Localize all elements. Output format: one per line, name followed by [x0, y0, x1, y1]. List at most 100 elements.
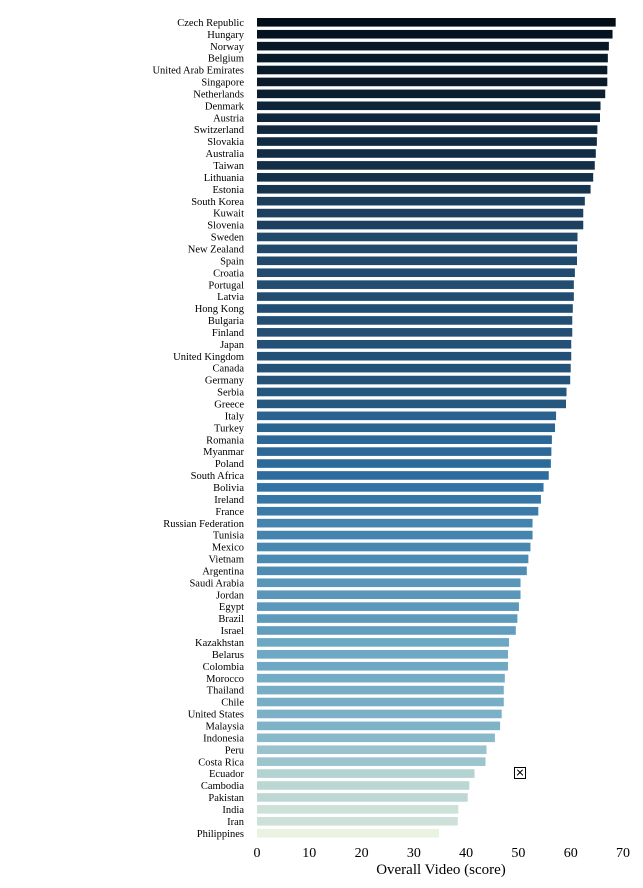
- bar-croatia: [257, 268, 575, 278]
- bar-switzerland: [257, 125, 598, 134]
- category-label: United Arab Emirates: [152, 66, 244, 77]
- bar-chile: [257, 697, 504, 707]
- bar-netherlands: [257, 89, 606, 99]
- x-tick-label: 50: [511, 846, 525, 861]
- category-label: Mexico: [212, 543, 244, 554]
- bars-group: [257, 18, 616, 838]
- bar-pakistan: [257, 793, 468, 802]
- x-tick-label: 30: [407, 846, 421, 861]
- bar-jordan: [257, 590, 521, 599]
- category-label: Colombia: [203, 662, 245, 673]
- category-label: Norway: [210, 42, 245, 53]
- category-label: Serbia: [217, 388, 244, 399]
- bar-australia: [257, 149, 596, 158]
- category-label: South Africa: [191, 471, 245, 482]
- category-label: Belgium: [208, 54, 244, 65]
- bar-kuwait: [257, 208, 584, 218]
- bar-egypt: [257, 602, 519, 611]
- category-label: Argentina: [202, 566, 244, 577]
- x-tick-label: 60: [564, 846, 578, 861]
- bar-united-arab-emirates: [257, 65, 608, 75]
- category-label: Tunisia: [213, 531, 244, 542]
- category-label: Bolivia: [213, 483, 244, 494]
- bar-italy: [257, 411, 557, 421]
- category-label: Portugal: [208, 280, 244, 291]
- category-label: Germany: [205, 376, 245, 387]
- bar-kazakhstan: [257, 638, 510, 647]
- bar-latvia: [257, 292, 574, 301]
- category-label: Philippines: [197, 829, 244, 840]
- category-label: Denmark: [205, 101, 245, 112]
- bar-vietnam: [257, 554, 529, 564]
- category-label: Switzerland: [194, 125, 245, 136]
- bar-spain: [257, 256, 577, 266]
- bar-sweden: [257, 232, 578, 242]
- category-label: Cambodia: [201, 781, 244, 792]
- bar-singapore: [257, 77, 608, 87]
- category-label: United States: [188, 710, 244, 721]
- bar-slovakia: [257, 137, 597, 146]
- bar-morocco: [257, 673, 505, 683]
- x-axis-ticks: 0 10 20 30 40 50 60 70: [254, 846, 631, 861]
- close-icon[interactable]: [514, 767, 526, 779]
- bar-argentina: [257, 566, 527, 576]
- bar-taiwan: [257, 161, 595, 170]
- category-label: Vietnam: [208, 555, 244, 566]
- category-label: Japan: [220, 340, 245, 351]
- bar-ecuador: [257, 769, 475, 778]
- category-label: Romania: [206, 435, 244, 446]
- category-label: Bulgaria: [208, 316, 244, 327]
- bar-germany: [257, 375, 571, 385]
- bar-cambodia: [257, 781, 470, 790]
- category-label: India: [222, 805, 244, 816]
- x-tick-label: 0: [254, 846, 261, 861]
- bar-lithuania: [257, 173, 594, 182]
- category-label: Brazil: [218, 614, 244, 625]
- bar-india: [257, 805, 459, 814]
- category-label: Greece: [214, 400, 244, 411]
- bar-slovenia: [257, 220, 584, 230]
- category-label: Estonia: [213, 185, 245, 196]
- category-label: Kuwait: [213, 209, 244, 220]
- bar-costa-rica: [257, 757, 486, 766]
- category-label: Egypt: [219, 602, 244, 613]
- category-label: Israel: [221, 626, 244, 637]
- category-label: Croatia: [213, 268, 244, 279]
- category-label: Latvia: [217, 292, 244, 303]
- category-label: Hungary: [207, 30, 244, 41]
- category-label: Kazakhstan: [195, 638, 245, 649]
- category-label: Sweden: [211, 233, 245, 244]
- bar-new-zealand: [257, 244, 577, 254]
- bar-estonia: [257, 184, 591, 194]
- category-label: Poland: [215, 459, 245, 470]
- category-label: Turkey: [214, 423, 245, 434]
- bar-israel: [257, 626, 516, 635]
- bar-united-kingdom: [257, 351, 572, 361]
- category-label: Austria: [213, 113, 244, 124]
- category-label: Taiwan: [213, 161, 245, 172]
- category-label: Hong Kong: [195, 304, 245, 315]
- bar-romania: [257, 435, 552, 444]
- x-tick-label: 70: [616, 846, 630, 861]
- category-label: Peru: [225, 745, 245, 756]
- category-label: South Korea: [191, 197, 244, 208]
- category-label: United Kingdom: [173, 352, 244, 363]
- bar-france: [257, 506, 539, 516]
- bar-hong-kong: [257, 304, 573, 313]
- category-label: Spain: [220, 256, 245, 267]
- x-axis-title: Overall Video (score): [376, 862, 506, 878]
- bar-iran: [257, 816, 458, 826]
- category-label: Malaysia: [206, 721, 245, 732]
- category-label: Pakistan: [208, 793, 244, 804]
- bar-belgium: [257, 53, 608, 63]
- category-label: Australia: [206, 149, 245, 160]
- category-label: Netherlands: [193, 89, 244, 100]
- category-label: Ireland: [214, 495, 244, 506]
- bar-brazil: [257, 614, 518, 623]
- bar-malaysia: [257, 721, 501, 731]
- bar-norway: [257, 41, 609, 51]
- category-label: Ecuador: [209, 769, 244, 780]
- x-tick-label: 10: [302, 846, 316, 861]
- category-label: Lithuania: [204, 173, 245, 184]
